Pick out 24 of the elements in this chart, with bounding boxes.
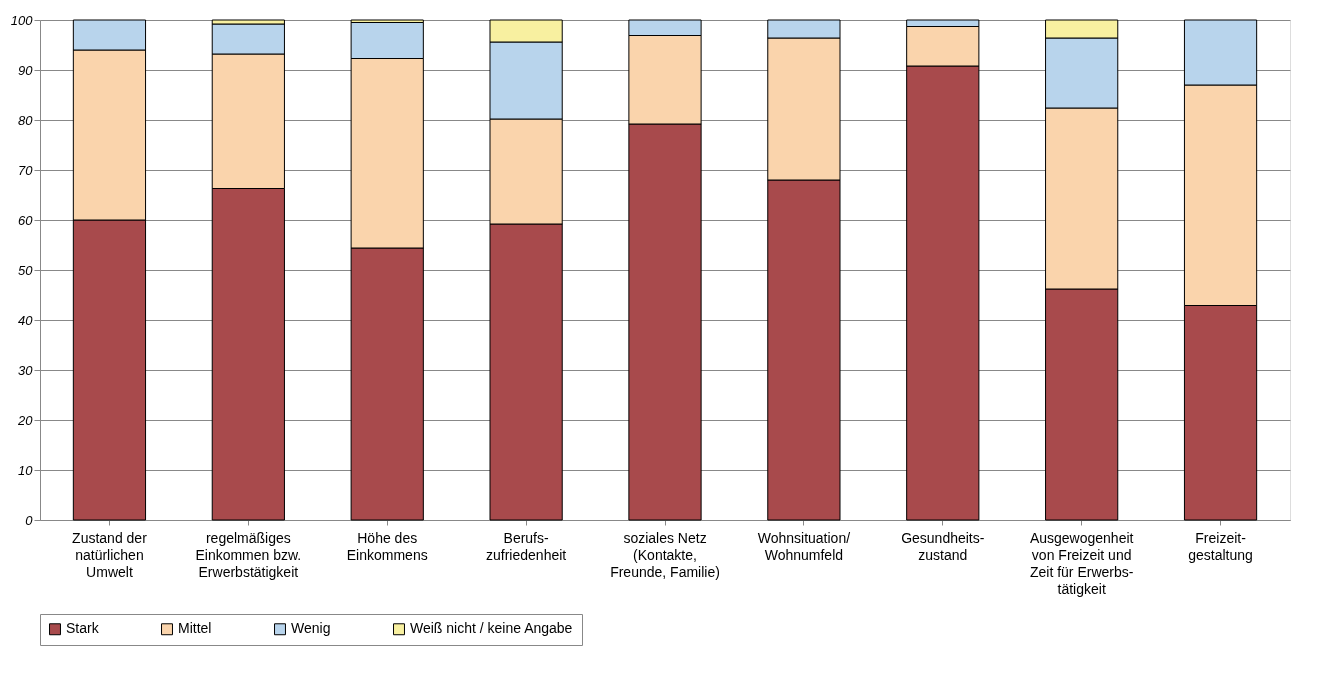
y-tick-label: 20 xyxy=(17,412,34,428)
x-tick-label: Freizeit- gestaltung xyxy=(1188,529,1253,563)
x-tick-label: regelmäßiges Einkommen bzw. Erwerbstätigkeit xyxy=(195,529,302,580)
x-tick-label: Berufs- zufriedenheit xyxy=(486,529,567,563)
legend-label: Wenig xyxy=(291,620,331,637)
legend-label: Mittel xyxy=(178,620,212,637)
y-tick-label: 30 xyxy=(18,362,34,378)
x-tick-label: Höhe des Einkommens xyxy=(346,529,428,563)
y-tick-label: 70 xyxy=(18,162,34,178)
x-tick-label: Gesundheits- zustand xyxy=(901,529,985,563)
legend-label: Weiß nicht / keine Angabe xyxy=(410,620,573,637)
y-tick-label: 40 xyxy=(18,312,34,328)
y-tick-label: 100 xyxy=(10,12,34,28)
y-tick-label: 80 xyxy=(18,112,34,128)
y-tick-label: 10 xyxy=(18,462,34,478)
y-tick-label: 90 xyxy=(18,62,34,78)
x-tick-label: soziales Netz (Kontakte, Freunde, Familie) xyxy=(610,529,720,580)
x-tick-label: Zustand der natürlichen Umwelt xyxy=(72,529,148,580)
y-tick-label: 60 xyxy=(18,212,34,228)
legend-label: Stark xyxy=(66,620,100,637)
x-tick-label: Wohnsituation/ Wohnumfeld xyxy=(757,529,851,563)
x-tick-label: Ausgewogenheit von Freizeit und Zeit für Erwerbs- tätigkeit xyxy=(1029,529,1134,597)
y-tick-label: 0 xyxy=(25,512,34,528)
y-tick-label: 50 xyxy=(18,262,34,278)
